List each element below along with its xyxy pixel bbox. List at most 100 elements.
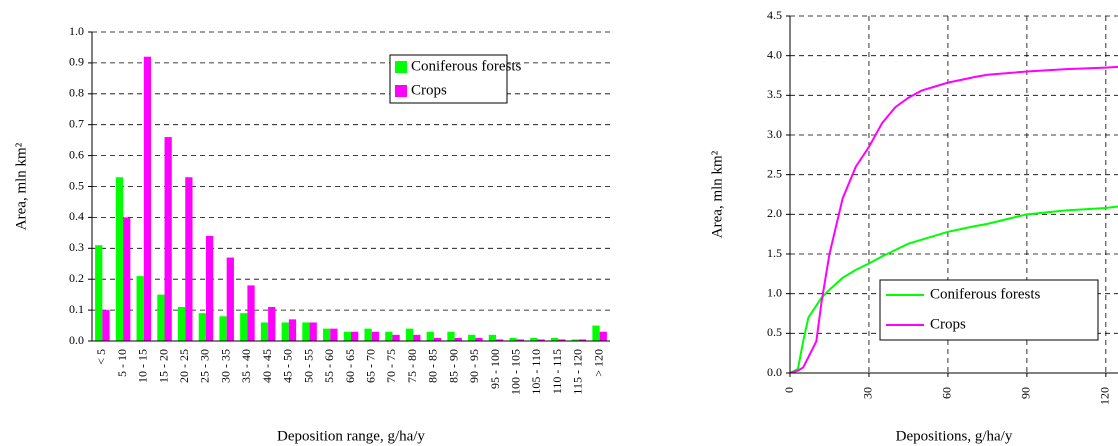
bar <box>516 339 525 341</box>
x-tick-label: 120 <box>1098 387 1112 405</box>
x-tick-label: 45 - 50 <box>281 349 295 383</box>
y-tick-label: 0.8 <box>69 86 84 100</box>
bar <box>226 257 234 341</box>
y-tick-label: 0.5 <box>767 325 782 339</box>
x-tick-label: 0 <box>782 387 796 393</box>
x-tick-label: 35 - 40 <box>239 349 253 383</box>
bar <box>571 339 579 341</box>
bar <box>164 137 172 341</box>
y-tick-label: 1.0 <box>767 285 782 299</box>
bar <box>558 339 566 341</box>
bar <box>426 331 434 341</box>
x-tick-label: 115 - 120 <box>571 349 585 395</box>
bar <box>537 339 545 341</box>
bar <box>433 337 442 341</box>
y-tick-label: 0.4 <box>69 209 84 223</box>
legend-swatch <box>395 61 407 73</box>
bar <box>177 307 186 341</box>
y-tick-label: 1.5 <box>767 246 782 260</box>
bar <box>123 217 131 341</box>
bar <box>496 339 504 341</box>
bar <box>343 331 351 341</box>
x-tick-label: > 120 <box>591 349 605 377</box>
bar <box>288 319 297 341</box>
x-tick-label: 65 - 70 <box>363 349 377 383</box>
bar <box>240 313 248 341</box>
x-tick-label: 90 - 95 <box>467 349 481 383</box>
bar <box>143 56 152 341</box>
x-axis-title: Deposition range, g/ha/y <box>277 428 425 444</box>
y-tick-label: 4.0 <box>767 47 782 61</box>
bar <box>364 328 372 341</box>
bar <box>185 177 193 341</box>
x-tick-label: 70 - 75 <box>384 349 398 383</box>
y-tick-label: 2.5 <box>767 166 782 180</box>
x-tick-label: 5 - 10 <box>115 349 129 377</box>
bar <box>468 334 476 341</box>
bar <box>247 285 255 341</box>
x-tick-label: 100 - 105 <box>509 349 523 395</box>
legend-label: Coniferous forests <box>930 286 1041 302</box>
bar <box>392 334 400 341</box>
y-tick-label: 0.5 <box>69 178 84 192</box>
bar <box>115 177 124 341</box>
bar <box>530 337 538 341</box>
x-tick-label: 80 - 85 <box>426 349 440 383</box>
x-tick-label: 15 - 20 <box>156 349 170 383</box>
y-tick-label: 1.0 <box>69 24 84 38</box>
x-tick-label: 10 - 15 <box>136 349 150 383</box>
y-tick-label: 0.1 <box>69 302 84 316</box>
y-axis-title: Area, mln km² <box>13 142 29 230</box>
bar <box>578 339 587 341</box>
bar <box>309 322 317 341</box>
bar <box>454 337 462 341</box>
y-tick-label: 2.0 <box>767 206 782 220</box>
y-tick-label: 0.0 <box>69 333 84 347</box>
bar <box>447 331 455 341</box>
bar <box>136 276 144 341</box>
y-tick-label: 0.2 <box>69 271 84 285</box>
x-tick-label: 105 - 110 <box>529 349 543 395</box>
bar <box>281 322 289 341</box>
bar <box>330 328 338 341</box>
y-tick-label: 0.9 <box>69 55 84 69</box>
y-tick-label: 0.7 <box>69 116 84 130</box>
x-tick-label: 110 - 115 <box>550 349 564 394</box>
y-tick-label: 4.5 <box>767 8 782 22</box>
x-tick-label: 75 - 80 <box>405 349 419 383</box>
bar <box>219 316 227 341</box>
line <box>790 205 1118 373</box>
bar <box>592 325 600 341</box>
x-tick-label: 90 <box>1019 387 1033 399</box>
bar <box>599 331 607 341</box>
y-tick-label: 0.3 <box>69 240 84 254</box>
bar <box>371 331 379 341</box>
x-tick-label: 30 <box>861 387 875 399</box>
legend-label: Crops <box>930 316 966 332</box>
bar <box>405 328 414 341</box>
y-tick-label: 3.5 <box>767 87 782 101</box>
x-tick-label: 20 - 25 <box>177 349 191 383</box>
bar <box>351 331 359 341</box>
bar <box>205 235 214 341</box>
bar <box>323 328 331 341</box>
bar <box>488 334 497 341</box>
legend-label: Coniferous forests <box>411 58 522 74</box>
x-tick-label: 25 - 30 <box>198 349 212 383</box>
x-axis-title: Depositions, g/ha/y <box>896 428 1013 444</box>
bar <box>95 245 103 341</box>
x-tick-label: < 5 <box>94 349 108 365</box>
legend-label: Crops <box>411 82 447 98</box>
y-tick-label: 3.0 <box>767 127 782 141</box>
line <box>790 65 1118 373</box>
bar <box>413 334 421 341</box>
legend-box <box>389 54 508 104</box>
bar <box>385 331 393 341</box>
bar <box>102 310 110 341</box>
bar <box>302 322 310 341</box>
bar <box>157 294 165 341</box>
x-tick-label: 95 - 100 <box>488 349 502 389</box>
x-tick-label: 60 - 65 <box>343 349 357 383</box>
bar <box>550 337 559 341</box>
